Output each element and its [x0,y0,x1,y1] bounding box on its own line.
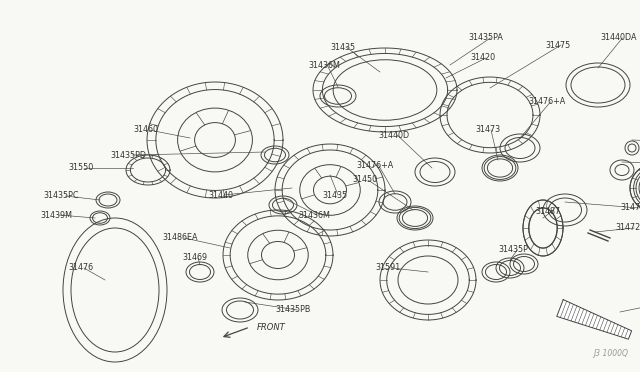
Text: 31435PD: 31435PD [110,151,146,160]
Text: 31460: 31460 [133,125,158,135]
Text: 31472M: 31472M [615,224,640,232]
Text: 31439M: 31439M [40,211,72,219]
Text: 31435PB: 31435PB [275,305,310,314]
Text: 31475: 31475 [545,41,570,49]
Text: 31476+A: 31476+A [528,97,565,106]
Text: FRONT: FRONT [257,324,285,333]
Text: 31469: 31469 [182,253,207,263]
Text: 31550: 31550 [68,164,93,173]
Text: 31476+A: 31476+A [356,160,393,170]
Text: 31440D: 31440D [378,131,409,140]
Text: 31435: 31435 [322,190,347,199]
Text: 31436M: 31436M [308,61,340,70]
Text: 31435P: 31435P [498,246,528,254]
Text: 31435PA: 31435PA [468,33,503,42]
Text: 31436M: 31436M [298,211,330,219]
Text: 31487: 31487 [535,208,560,217]
Text: 31435PC: 31435PC [43,192,79,201]
Text: 31440DA: 31440DA [600,33,637,42]
Polygon shape [557,299,632,339]
Text: 31591: 31591 [375,263,400,273]
Text: 31476: 31476 [68,263,93,273]
Text: 31435: 31435 [330,42,355,51]
Text: J3 1000Q: J3 1000Q [593,349,628,358]
Text: 31473: 31473 [475,125,500,135]
Text: 31472A: 31472A [620,203,640,212]
Text: 31486EA: 31486EA [162,234,198,243]
Text: 31440: 31440 [208,190,233,199]
Text: 31420: 31420 [470,54,495,62]
Text: 31450: 31450 [352,176,377,185]
